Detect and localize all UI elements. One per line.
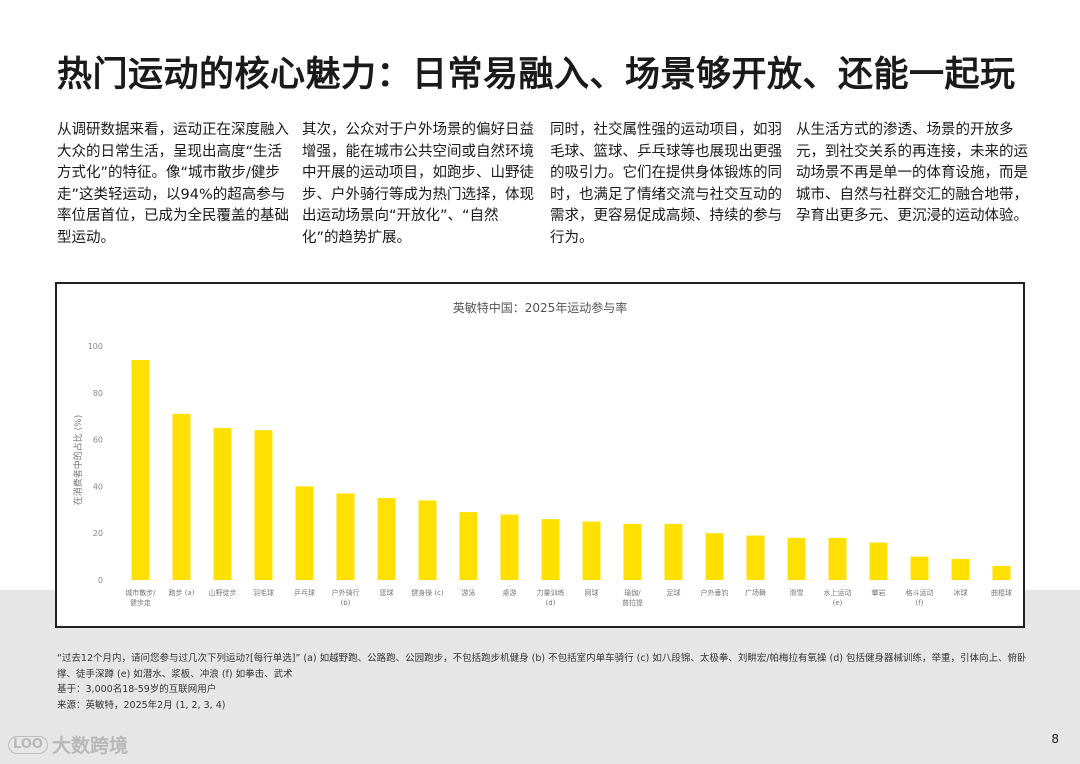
intro-paragraph-1: 从调研数据来看，运动正在深度融入大众的日常生活，呈现出高度“生活方式化”的特征。… [57,122,289,246]
participation-bar-chart: 英敏特中国：2025年运动参与率 在消费者中的占比 (%) 0 20 40 60 80 1… [72,300,1012,607]
intro-paragraph-3: 同时，社交属性强的运动项目，如羽毛球、篮球、乒乓球等也展现出更强的吸引力。它们在… [550,122,782,246]
bar [951,558,970,580]
bar [418,500,437,580]
bar [541,519,560,580]
category-label: 山野徒步 [209,588,237,597]
category-label: 跑步 (a) [169,588,195,597]
category-label: 城市散步/ [125,588,156,597]
bar [336,493,355,580]
category-label: 游泳 [462,588,476,597]
category-label: (f) [916,599,924,607]
category-label: 桌游 [503,588,517,597]
chart-container: 英敏特中国：2025年运动参与率 在消费者中的占比 (%) 0 20 40 60 80 1… [55,282,1025,628]
page-number: 8 [1051,732,1059,746]
category-label: 瑜伽/ [624,588,641,597]
category-label: (d) [546,599,556,607]
category-label: (b) [341,599,351,607]
footnote-question: “过去12个月内，请问您参与过几次下列运动?[每行单选]” (a) 如越野跑、公… [57,653,1027,680]
bar [828,537,847,580]
bar [787,537,806,580]
logo-text: 大数跨境 [51,735,128,757]
category-label: 篮球 [380,588,394,597]
category-label: 力量训练 [537,588,565,597]
y-tick-label: 60 [93,436,103,445]
category-label: 曲棍球 [991,588,1012,597]
footnote-base: 基于：3,000名18-59岁的互联网用户 [57,684,217,695]
category-label: 乒乓球 [294,588,315,597]
category-label: 广场舞 [745,588,766,597]
chart-title: 英敏特中国：2025年运动参与率 [453,300,628,315]
category-label: 羽毛球 [253,588,274,597]
bar [131,360,150,580]
chart-y-axis-label: 在消费者中的占比 (%) [72,415,84,505]
y-axis-ticks: 0 20 40 60 80 100 [88,342,103,585]
bar [295,486,314,580]
bar [705,533,724,580]
bar [746,535,765,580]
page-title: 热门运动的核心魅力：日常易融入、场景够开放、还能一起玩 [57,55,1016,95]
bar [500,514,519,580]
category-label: 户外骑行 [332,588,360,597]
bar [377,498,396,580]
bar [623,523,642,580]
bar [582,521,601,580]
category-label: 普拉提 [622,598,643,607]
y-tick-label: 40 [93,482,103,491]
x-axis-categories: 城市散步/健步走 跑步 (a) 山野徒步 羽毛球 乒乓球 户外骑行 (b) 篮球 健身操 (c)… [125,588,1012,607]
category-label: 水上运动 [824,588,852,597]
bar [910,556,929,580]
bar [992,565,1011,580]
category-label: 户外垂钓 [701,588,729,597]
bars [131,360,1011,580]
category-label: 足球 [667,588,681,597]
footnotes: “过去12个月内，请问您参与过几次下列运动?[每行单选]” (a) 如越野跑、公… [57,651,1027,713]
watermark-logo: LOO 大数跨境 [8,731,128,758]
intro-paragraph-2: 其次，公众对于户外场景的偏好日益增强，能在城市公共空间或自然环境中开展的运动项目… [302,122,534,246]
bar [254,430,273,580]
bar [459,512,478,580]
y-tick-label: 0 [98,576,103,585]
y-tick-label: 80 [93,389,103,398]
y-tick-label: 100 [88,342,103,351]
category-label: (e) [833,599,843,607]
bar [664,523,683,580]
logo-mark-icon: LOO [8,735,48,754]
category-label: 健步走 [130,598,151,607]
category-label: 冰球 [954,588,968,597]
y-tick-label: 20 [93,529,103,538]
category-label: 格斗运动 [906,588,934,597]
category-label: 滑雪 [790,588,804,597]
category-label: 网球 [585,588,599,597]
footnote-source: 来源：英敏特，2025年2月 (1, 2, 3, 4) [57,699,226,711]
bar [869,542,888,580]
bar [172,413,191,580]
category-label: 健身操 (c) [411,588,444,597]
bar [213,427,232,580]
category-label: 攀岩 [872,588,886,597]
intro-paragraph-4: 从生活方式的渗透、场景的开放多元，到社交关系的再连接，未来的运动场景不再是单一的… [796,122,1028,224]
